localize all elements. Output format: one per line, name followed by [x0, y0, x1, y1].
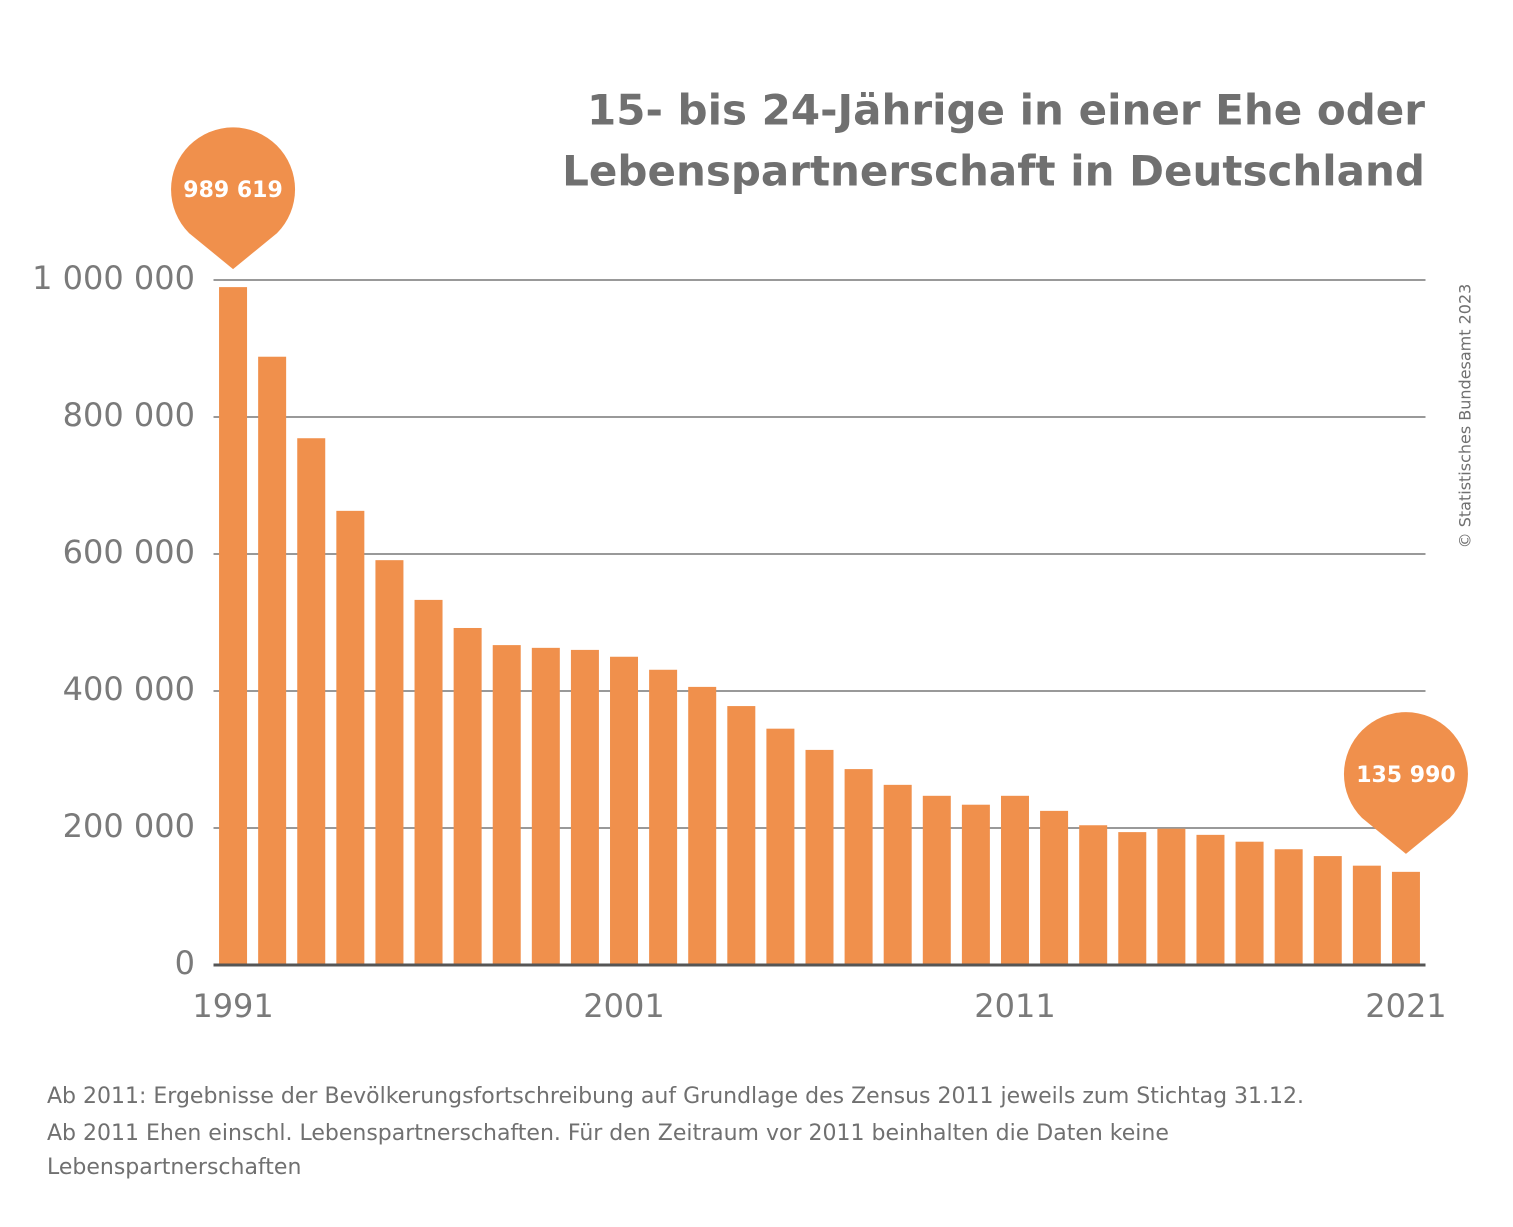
footnote: Ab 2011: Ergebnisse der Bevölkerungsfort… [47, 1084, 1304, 1109]
x-tick-label: 2001 [583, 987, 664, 1025]
label-pin [1343, 712, 1468, 854]
bar [1040, 810, 1069, 965]
bar [727, 706, 756, 965]
bar [1313, 856, 1342, 965]
chart-title: 15- bis 24-Jährige in einer Ehe oder [587, 86, 1425, 135]
bar [844, 769, 873, 965]
footnote: Ab 2011 Ehen einschl. Lebenspartnerschaf… [47, 1121, 1169, 1146]
bar [1157, 828, 1186, 965]
bar [453, 627, 482, 965]
bar [610, 656, 639, 965]
y-tick-label: 800 000 [63, 396, 195, 434]
x-tick-label: 2011 [974, 987, 1055, 1025]
y-tick-label: 600 000 [63, 533, 195, 571]
bar [1391, 871, 1420, 965]
bar [1079, 825, 1108, 965]
bar [531, 647, 560, 965]
bar [922, 795, 951, 965]
bar [961, 804, 990, 965]
footnote: Lebenspartnerschaften [47, 1155, 301, 1180]
source: © Statistisches Bundesamt 2023 [1456, 284, 1475, 549]
bar [883, 784, 912, 965]
label-pin [171, 127, 296, 270]
y-tick-label: 0 [175, 944, 195, 982]
bar [688, 686, 717, 965]
bar [766, 728, 795, 965]
x-tick-label: 1991 [192, 987, 273, 1025]
bar [649, 669, 678, 965]
bar [1118, 832, 1147, 965]
bar [1274, 849, 1303, 965]
chart-title: Lebenspartnerschaft in Deutschland [562, 147, 1425, 196]
bar [570, 649, 599, 965]
value-label: 989 619 [183, 178, 283, 203]
y-tick-label: 400 000 [63, 670, 195, 708]
bar [297, 438, 326, 965]
bar [1235, 841, 1264, 965]
y-tick-label: 1 000 000 [32, 259, 195, 297]
bar [1352, 865, 1381, 965]
bar [414, 599, 443, 965]
bar [375, 560, 404, 965]
value-label: 135 990 [1356, 763, 1456, 788]
y-tick-label: 200 000 [63, 807, 195, 845]
bar [336, 510, 365, 965]
x-tick-label: 2021 [1365, 987, 1446, 1025]
bar [1000, 795, 1029, 965]
bar [1196, 834, 1225, 965]
bar [258, 356, 287, 966]
bar [219, 287, 248, 966]
bar [492, 645, 521, 965]
bar [805, 749, 834, 965]
